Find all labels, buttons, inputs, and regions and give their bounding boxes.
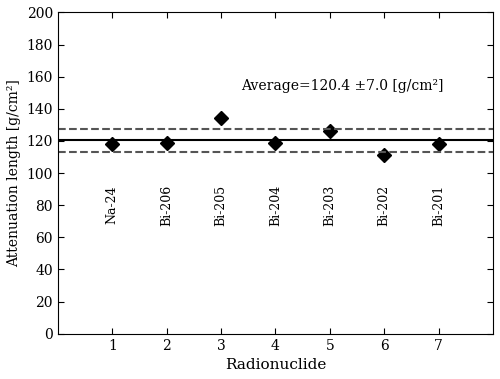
X-axis label: Radionuclide: Radionuclide [225, 358, 326, 372]
Text: Bi-206: Bi-206 [160, 185, 173, 226]
Text: Bi-205: Bi-205 [214, 185, 228, 226]
Text: Na-24: Na-24 [106, 186, 119, 224]
Text: Bi-202: Bi-202 [378, 185, 391, 226]
Text: Bi-203: Bi-203 [324, 185, 336, 226]
Text: Bi-201: Bi-201 [432, 185, 445, 226]
Text: Bi-204: Bi-204 [269, 185, 282, 226]
Y-axis label: Attenuation length [g/cm²]: Attenuation length [g/cm²] [7, 79, 21, 267]
Text: Average=120.4 ±7.0 [g/cm²]: Average=120.4 ±7.0 [g/cm²] [240, 79, 443, 93]
